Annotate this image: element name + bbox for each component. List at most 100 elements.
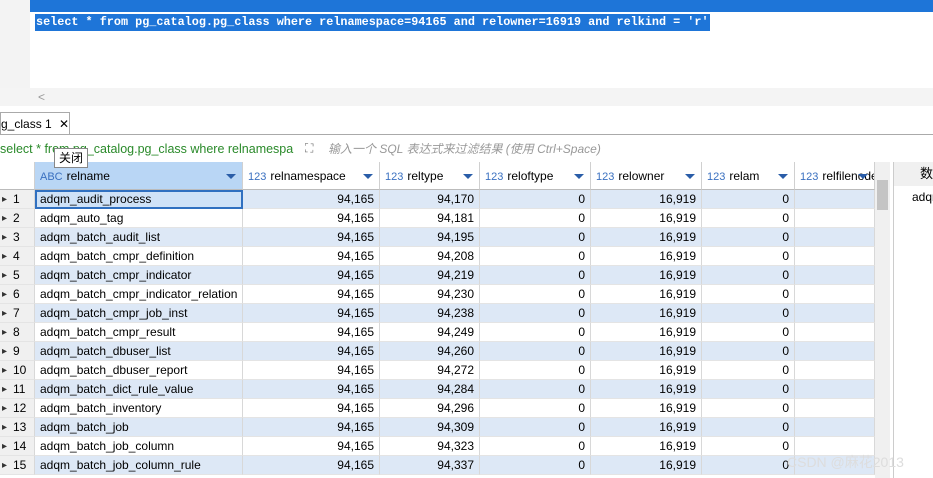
h-scroll[interactable]: < <box>0 88 933 106</box>
row-number[interactable]: 5 ▸ <box>0 266 35 285</box>
table-cell[interactable]: 0 <box>480 342 591 361</box>
table-cell[interactable]: 0 <box>480 456 591 475</box>
table-cell[interactable]: 16,919 <box>591 456 702 475</box>
table-cell[interactable]: 94,170 <box>380 190 480 209</box>
row-number[interactable]: 14 ▸ <box>0 437 35 456</box>
table-cell[interactable]: 0 <box>702 418 795 437</box>
table-cell[interactable]: adqm_batch_job_column <box>35 437 243 456</box>
table-cell[interactable]: 94,165 <box>243 456 380 475</box>
table-cell[interactable]: adqm_batch_dbuser_report <box>35 361 243 380</box>
table-cell[interactable]: 94,195 <box>380 228 480 247</box>
column-header[interactable]: 123 relfilenode <box>795 162 875 190</box>
result-tab[interactable]: g_class 1 ✕ <box>0 112 70 134</box>
table-cell[interactable]: 0 <box>480 285 591 304</box>
row-number[interactable]: 7 ▸ <box>0 304 35 323</box>
table-cell[interactable]: 16,919 <box>591 361 702 380</box>
table-cell[interactable]: 0 <box>702 361 795 380</box>
row-number[interactable]: 6 ▸ <box>0 285 35 304</box>
table-cell[interactable]: 94,238 <box>380 304 480 323</box>
table-cell[interactable]: adqm_batch_cmpr_result <box>35 323 243 342</box>
table-cell[interactable]: 0 <box>702 266 795 285</box>
table-cell[interactable]: 94,230 <box>380 285 480 304</box>
row-number[interactable]: 13 ▸ <box>0 418 35 437</box>
table-cell[interactable]: 0 <box>480 418 591 437</box>
table-cell[interactable]: 0 <box>480 266 591 285</box>
table-cell[interactable]: 94,165 <box>243 361 380 380</box>
table-cell[interactable]: 0 <box>702 399 795 418</box>
table-cell[interactable]: 16,919 <box>591 228 702 247</box>
table-cell[interactable]: 94,219 <box>380 266 480 285</box>
table-cell[interactable]: 94,181 <box>380 209 480 228</box>
column-header[interactable]: 123 relnamespace <box>243 162 380 190</box>
table-cell[interactable]: 94,284 <box>380 380 480 399</box>
filter-icon[interactable]: ⛶ <box>305 141 314 155</box>
table-cell[interactable]: 0 <box>480 228 591 247</box>
table-cell[interactable]: 16,919 <box>591 190 702 209</box>
table-cell[interactable]: 16,919 <box>591 399 702 418</box>
table-cell[interactable]: 0 <box>480 361 591 380</box>
table-cell[interactable]: 0 <box>480 380 591 399</box>
row-number[interactable]: 12 ▸ <box>0 399 35 418</box>
table-cell[interactable]: adqm_batch_audit_list <box>35 228 243 247</box>
table-cell[interactable]: 94,323 <box>380 437 480 456</box>
table-cell[interactable]: 0 <box>702 456 795 475</box>
table-cell[interactable]: 94,165 <box>243 285 380 304</box>
table-cell[interactable]: 94,165 <box>243 266 380 285</box>
v-scroll[interactable] <box>875 162 890 478</box>
sql-text[interactable]: select * from pg_catalog.pg_class where … <box>35 14 710 31</box>
table-cell[interactable]: adqm_batch_job_column_rule <box>35 456 243 475</box>
table-cell[interactable]: 16,919 <box>591 266 702 285</box>
table-cell[interactable]: 0 <box>702 323 795 342</box>
table-cell[interactable]: 0 <box>702 304 795 323</box>
table-cell[interactable]: 16,919 <box>591 380 702 399</box>
row-number[interactable]: 2 ▸ <box>0 209 35 228</box>
row-number[interactable]: 8 ▸ <box>0 323 35 342</box>
table-cell[interactable]: adqm_batch_cmpr_job_inst <box>35 304 243 323</box>
table-cell[interactable]: adqm_batch_inventory <box>35 399 243 418</box>
table-cell[interactable]: 94,260 <box>380 342 480 361</box>
table-cell[interactable]: 0 <box>702 342 795 361</box>
column-header[interactable]: 123 reloftype <box>480 162 591 190</box>
table-cell[interactable]: 16,919 <box>591 304 702 323</box>
table-cell[interactable]: 0 <box>702 285 795 304</box>
table-cell[interactable]: 94,165 <box>243 247 380 266</box>
table-cell[interactable]: 16,919 <box>591 323 702 342</box>
table-cell[interactable]: 0 <box>702 437 795 456</box>
table-cell[interactable]: 0 <box>480 323 591 342</box>
table-cell[interactable]: 94,249 <box>380 323 480 342</box>
row-number[interactable]: 3 ▸ <box>0 228 35 247</box>
row-number[interactable]: 11 ▸ <box>0 380 35 399</box>
table-cell[interactable]: 94,165 <box>243 418 380 437</box>
column-header[interactable]: 123 relowner <box>591 162 702 190</box>
table-cell[interactable]: adqm_batch_cmpr_indicator <box>35 266 243 285</box>
table-cell[interactable]: 94,272 <box>380 361 480 380</box>
table-cell[interactable]: 0 <box>702 190 795 209</box>
table-cell[interactable]: adqm_batch_cmpr_indicator_relation <box>35 285 243 304</box>
table-cell[interactable]: 94,165 <box>243 437 380 456</box>
table-cell[interactable]: 0 <box>480 437 591 456</box>
table-cell[interactable]: 94,165 <box>243 380 380 399</box>
table-cell[interactable]: 94,165 <box>243 399 380 418</box>
table-cell[interactable]: 16,919 <box>591 342 702 361</box>
table-cell[interactable]: 0 <box>480 190 591 209</box>
table-cell[interactable]: 94,337 <box>380 456 480 475</box>
column-header[interactable]: 123 relam <box>702 162 795 190</box>
table-cell[interactable]: 94,208 <box>380 247 480 266</box>
row-number[interactable]: 4 ▸ <box>0 247 35 266</box>
column-header[interactable]: 123 reltype <box>380 162 480 190</box>
table-cell[interactable]: 0 <box>702 209 795 228</box>
table-cell[interactable]: 16,919 <box>591 418 702 437</box>
table-cell[interactable]: 94,165 <box>243 190 380 209</box>
table-cell[interactable]: adqm_auto_tag <box>35 209 243 228</box>
table-cell[interactable]: 94,309 <box>380 418 480 437</box>
table-cell[interactable]: adqm_batch_job <box>35 418 243 437</box>
table-cell[interactable]: 16,919 <box>591 209 702 228</box>
table-cell[interactable]: 94,165 <box>243 209 380 228</box>
row-number[interactable]: 10 ▸ <box>0 361 35 380</box>
table-cell[interactable]: 0 <box>480 209 591 228</box>
table-cell[interactable]: adqm_audit_process <box>35 190 243 209</box>
row-number[interactable]: 1 ▸ <box>0 190 35 209</box>
filter-placeholder[interactable]: 输入一个 SQL 表达式来过滤结果 (使用 Ctrl+Space) <box>328 142 601 156</box>
table-cell[interactable]: 94,165 <box>243 228 380 247</box>
table-cell[interactable]: 94,165 <box>243 323 380 342</box>
